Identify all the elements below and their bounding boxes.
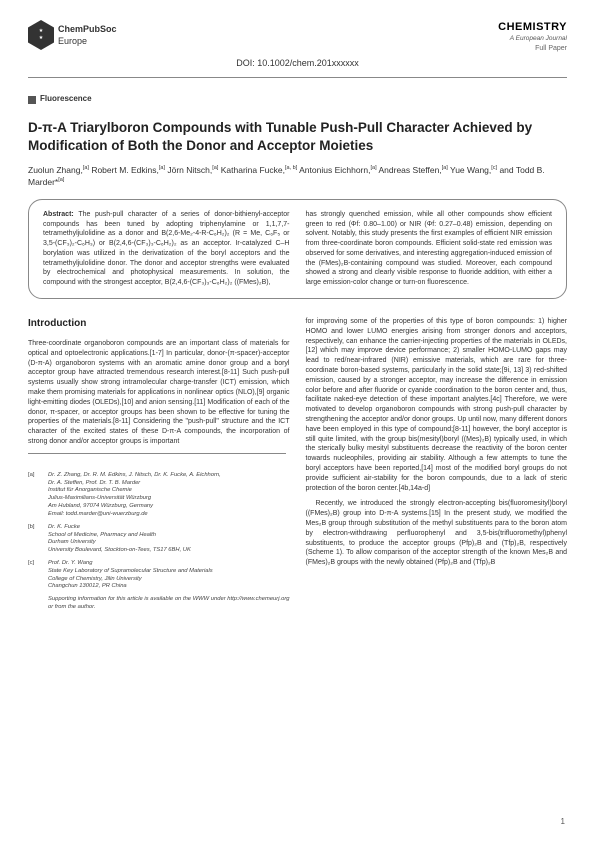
- paper-type: Full Paper: [498, 44, 567, 53]
- body-col-left: Introduction Three-coordinate organoboro…: [28, 317, 290, 617]
- publisher-logo-block: ★★ ChemPubSoc Europe: [28, 20, 117, 50]
- page-header: ★★ ChemPubSoc Europe CHEMISTRY A Europea…: [28, 20, 567, 53]
- section-tag: Fluorescence: [28, 94, 567, 105]
- abstract-box: Abstract: The push-pull character of a s…: [28, 199, 567, 299]
- intro-heading: Introduction: [28, 317, 290, 331]
- affiliations: [a] Dr. Z. Zhang, Dr. R. M. Edkins, J. Ni…: [28, 472, 290, 612]
- abstract-text-left: The push-pull character of a series of d…: [43, 211, 290, 287]
- affil-rule: [28, 453, 286, 454]
- journal-block: CHEMISTRY A European Journal Full Paper: [498, 20, 567, 53]
- page-number: 1: [561, 817, 565, 828]
- intro-para-3: Recently, we introduced the strongly ele…: [306, 499, 568, 568]
- body-columns: Introduction Three-coordinate organoboro…: [28, 317, 567, 617]
- section-label: Fluorescence: [40, 94, 92, 105]
- journal-subtitle: A European Journal: [498, 35, 567, 44]
- abstract-col-right: has strongly quenched emission, while al…: [306, 210, 553, 288]
- intro-para-1: Three-coordinate organoboron compounds a…: [28, 339, 290, 447]
- intro-para-2: for improving some of the properties of …: [306, 317, 568, 493]
- supporting-info: Supporting information for this article …: [28, 596, 290, 612]
- affiliation-lines: Dr. K. FuckeSchool of Medicine, Pharmacy…: [48, 524, 191, 555]
- doi-line: DOI: 10.1002/chem.201xxxxxx: [28, 57, 567, 69]
- affiliation-entry: [b] Dr. K. FuckeSchool of Medicine, Pharm…: [28, 524, 290, 555]
- affiliation-tag: [c]: [28, 560, 42, 591]
- affiliation-lines: Dr. Z. Zhang, Dr. R. M. Edkins, J. Nitsc…: [48, 472, 221, 519]
- affiliation-tag: [b]: [28, 524, 42, 555]
- header-rule: [28, 77, 567, 78]
- article-title: D-π-A Triarylboron Compounds with Tunabl…: [28, 119, 567, 154]
- publisher-hex-icon: ★★: [28, 20, 54, 50]
- affiliation-tag: [a]: [28, 472, 42, 519]
- affiliation-entry: [c] Prof. Dr. Y. WangState Key Laboratory…: [28, 560, 290, 591]
- journal-name: CHEMISTRY: [498, 20, 567, 35]
- publisher-top: ChemPubSoc: [58, 24, 117, 34]
- publisher-bottom: Europe: [58, 36, 87, 46]
- section-box-icon: [28, 96, 36, 104]
- body-col-right: for improving some of the properties of …: [306, 317, 568, 617]
- abstract-col-left: Abstract: The push-pull character of a s…: [43, 210, 290, 288]
- affiliation-entry: [a] Dr. Z. Zhang, Dr. R. M. Edkins, J. Ni…: [28, 472, 290, 519]
- abstract-lead: Abstract:: [43, 211, 78, 218]
- author-list: Zuolun Zhang,[a] Robert M. Edkins,[a] Jö…: [28, 164, 567, 189]
- publisher-name: ChemPubSoc Europe: [58, 23, 117, 47]
- affiliation-lines: Prof. Dr. Y. WangState Key Laboratory of…: [48, 560, 213, 591]
